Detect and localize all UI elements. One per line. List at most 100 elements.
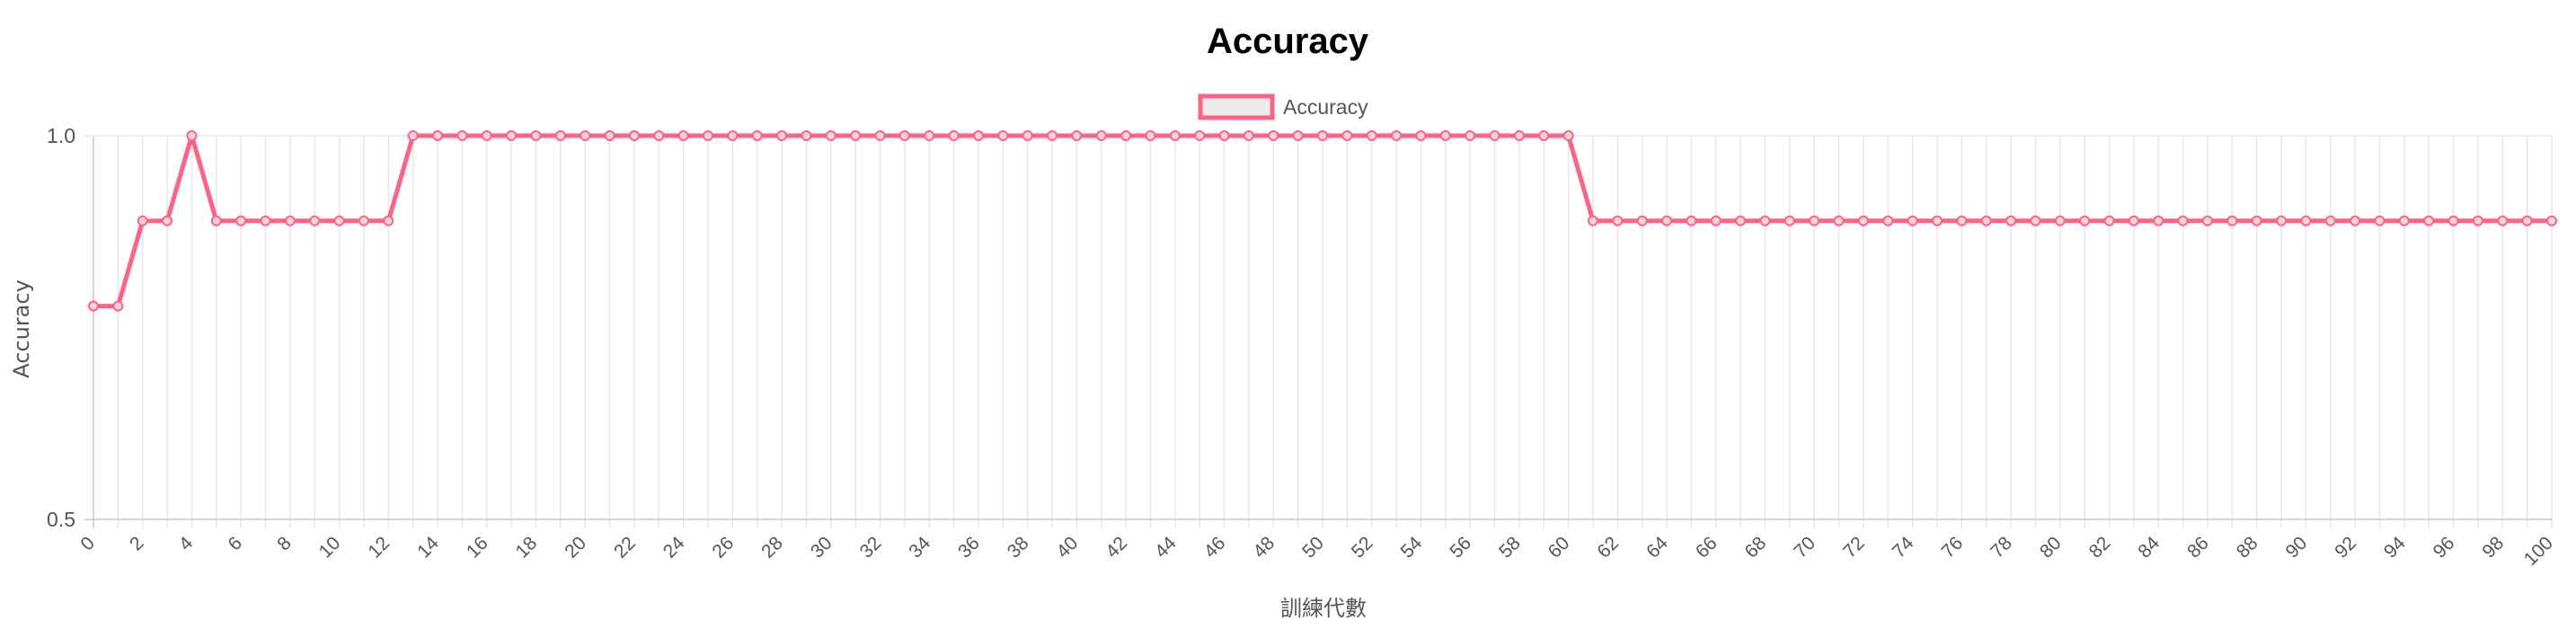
data-point[interactable] xyxy=(1415,130,1427,141)
data-point[interactable] xyxy=(2276,215,2288,226)
data-point[interactable] xyxy=(2374,215,2386,226)
data-point[interactable] xyxy=(2251,215,2262,226)
data-point[interactable] xyxy=(1169,130,1181,141)
data-point[interactable] xyxy=(1439,130,1451,141)
data-point[interactable] xyxy=(1292,130,1304,141)
data-point[interactable] xyxy=(825,130,837,141)
data-point[interactable] xyxy=(653,130,665,141)
data-point[interactable] xyxy=(2153,215,2164,226)
data-point[interactable] xyxy=(1218,130,1230,141)
data-point[interactable] xyxy=(1366,130,1377,141)
data-point[interactable] xyxy=(2497,215,2509,226)
data-point[interactable] xyxy=(2103,215,2115,226)
data-point[interactable] xyxy=(1538,130,1550,141)
data-point[interactable] xyxy=(333,215,345,226)
data-point[interactable] xyxy=(1710,215,1722,226)
data-point[interactable] xyxy=(1587,215,1598,226)
data-point[interactable] xyxy=(727,130,739,141)
data-point[interactable] xyxy=(801,130,812,141)
data-point[interactable] xyxy=(260,215,271,226)
data-point[interactable] xyxy=(2201,215,2213,226)
data-point[interactable] xyxy=(948,130,960,141)
data-point[interactable] xyxy=(2398,215,2410,226)
data-point[interactable] xyxy=(112,300,124,312)
data-point[interactable] xyxy=(2079,215,2091,226)
data-point[interactable] xyxy=(874,130,886,141)
data-point[interactable] xyxy=(2177,215,2189,226)
data-point[interactable] xyxy=(580,130,591,141)
data-point[interactable] xyxy=(1194,130,1206,141)
data-point[interactable] xyxy=(703,130,713,141)
data-point[interactable] xyxy=(137,215,148,226)
data-point[interactable] xyxy=(2300,215,2312,226)
data-point[interactable] xyxy=(604,130,615,141)
data-point[interactable] xyxy=(1833,215,1845,226)
data-point[interactable] xyxy=(1341,130,1353,141)
data-point[interactable] xyxy=(1932,215,1943,226)
data-point[interactable] xyxy=(1956,215,1968,226)
data-point[interactable] xyxy=(677,130,689,141)
data-point[interactable] xyxy=(2423,215,2435,226)
legend[interactable]: Accuracy xyxy=(1198,93,1368,120)
data-point[interactable] xyxy=(2521,215,2533,226)
data-point[interactable] xyxy=(2054,215,2066,226)
data-point[interactable] xyxy=(850,130,862,141)
data-point[interactable] xyxy=(1145,130,1156,141)
data-point[interactable] xyxy=(481,130,492,141)
data-point[interactable] xyxy=(751,130,763,141)
data-point[interactable] xyxy=(1809,215,1820,226)
data-point[interactable] xyxy=(235,215,247,226)
data-point[interactable] xyxy=(1612,215,1624,226)
data-point[interactable] xyxy=(530,130,542,141)
data-point[interactable] xyxy=(88,300,99,312)
data-point[interactable] xyxy=(2030,215,2041,226)
data-point[interactable] xyxy=(1047,130,1058,141)
data-point[interactable] xyxy=(2546,215,2557,226)
data-point[interactable] xyxy=(358,215,369,226)
data-point[interactable] xyxy=(186,130,198,141)
data-point[interactable] xyxy=(383,215,394,226)
data-point[interactable] xyxy=(1882,215,1894,226)
data-point[interactable] xyxy=(1120,130,1132,141)
data-point[interactable] xyxy=(1686,215,1697,226)
data-point[interactable] xyxy=(1513,130,1525,141)
data-point[interactable] xyxy=(1317,130,1328,141)
data-point[interactable] xyxy=(1980,215,1992,226)
data-point[interactable] xyxy=(2005,215,2017,226)
data-point[interactable] xyxy=(284,215,296,226)
data-point[interactable] xyxy=(554,130,566,141)
data-point[interactable] xyxy=(1391,130,1403,141)
data-point[interactable] xyxy=(432,130,444,141)
data-point[interactable] xyxy=(1022,130,1033,141)
data-point[interactable] xyxy=(1095,130,1107,141)
data-point[interactable] xyxy=(1636,215,1648,226)
data-point[interactable] xyxy=(972,130,984,141)
data-point[interactable] xyxy=(407,130,419,141)
data-point[interactable] xyxy=(1735,215,1747,226)
data-point[interactable] xyxy=(899,130,910,141)
data-point[interactable] xyxy=(210,215,222,226)
data-point[interactable] xyxy=(1857,215,1869,226)
data-point[interactable] xyxy=(1759,215,1771,226)
data-point[interactable] xyxy=(924,130,935,141)
data-point[interactable] xyxy=(2128,215,2139,226)
data-point[interactable] xyxy=(506,130,518,141)
data-point[interactable] xyxy=(1784,215,1795,226)
data-point[interactable] xyxy=(2324,215,2336,226)
data-point[interactable] xyxy=(2472,215,2483,226)
data-point[interactable] xyxy=(456,130,468,141)
data-point[interactable] xyxy=(997,130,1009,141)
data-point[interactable] xyxy=(1071,130,1083,141)
data-point[interactable] xyxy=(309,215,321,226)
data-point[interactable] xyxy=(2448,215,2459,226)
data-point[interactable] xyxy=(1907,215,1918,226)
data-point[interactable] xyxy=(1489,130,1500,141)
data-point[interactable] xyxy=(2226,215,2238,226)
data-point[interactable] xyxy=(1661,215,1673,226)
data-point[interactable] xyxy=(1243,130,1254,141)
data-point[interactable] xyxy=(162,215,173,226)
data-point[interactable] xyxy=(2350,215,2361,226)
data-point[interactable] xyxy=(1562,130,1574,141)
data-point[interactable] xyxy=(776,130,788,141)
data-point[interactable] xyxy=(1465,130,1476,141)
